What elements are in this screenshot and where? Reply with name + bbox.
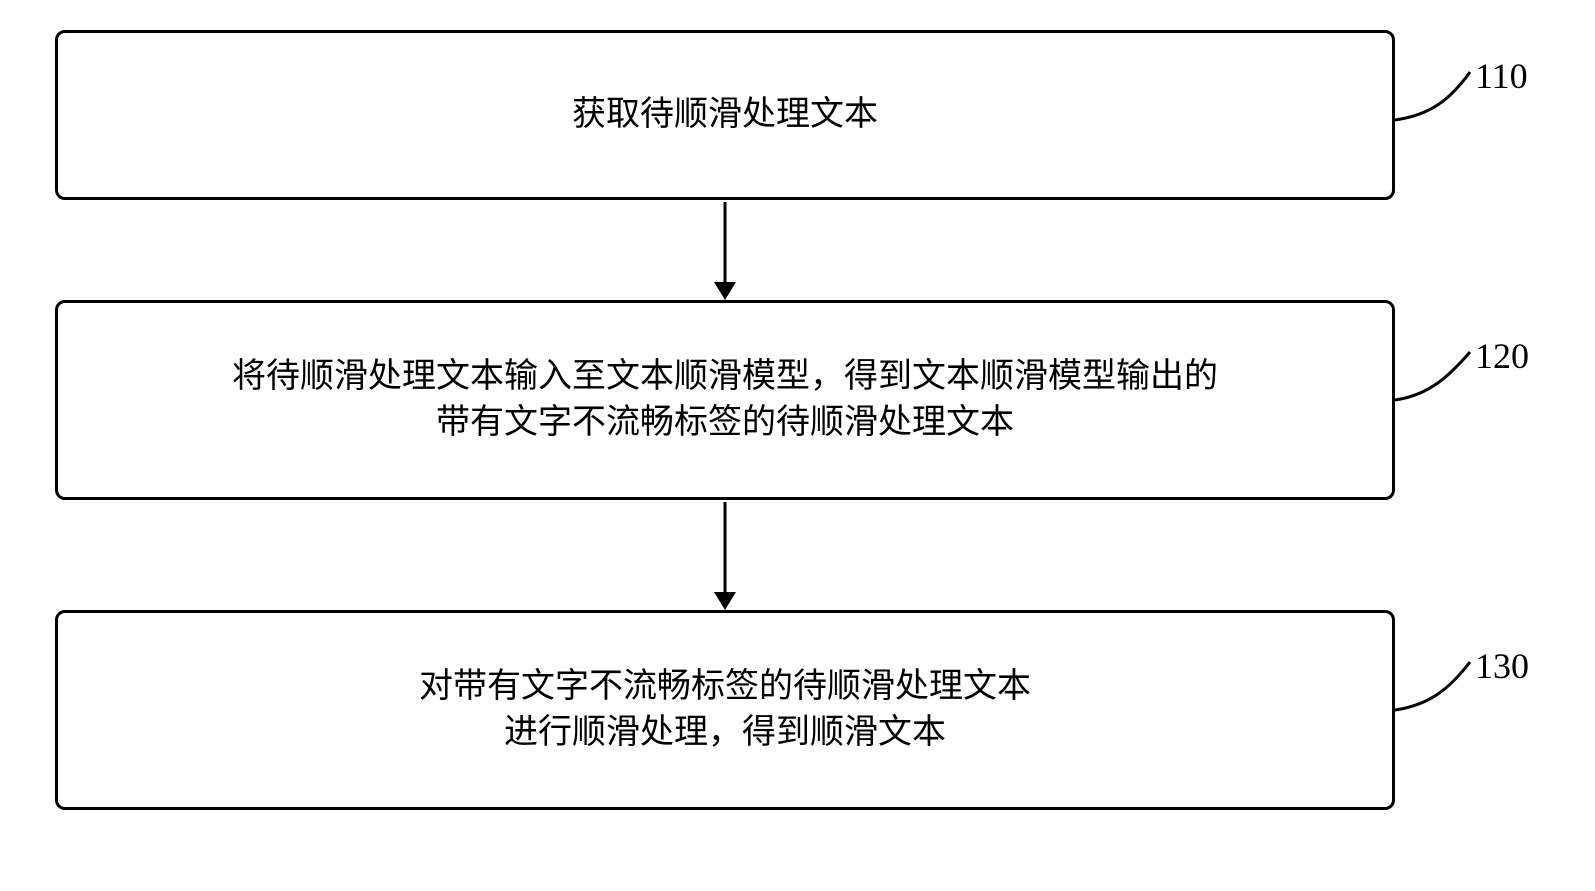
flowchart-label-110: 110 — [1475, 55, 1528, 97]
flowchart-step-130: 对带有文字不流畅标签的待顺滑处理文本 进行顺滑处理，得到顺滑文本 — [55, 610, 1395, 810]
flowchart-step-120-text: 将待顺滑处理文本输入至文本顺滑模型，得到文本顺滑模型输出的 带有文字不流畅标签的… — [232, 354, 1218, 446]
flowchart-step-110: 获取待顺滑处理文本 — [55, 30, 1395, 200]
flowchart-step-120: 将待顺滑处理文本输入至文本顺滑模型，得到文本顺滑模型输出的 带有文字不流畅标签的… — [55, 300, 1395, 500]
flowchart-step-130-text: 对带有文字不流畅标签的待顺滑处理文本 进行顺滑处理，得到顺滑文本 — [419, 664, 1031, 756]
flowchart-step-110-text: 获取待顺滑处理文本 — [572, 92, 878, 138]
flowchart-canvas: { "diagram": { "type": "flowchart", "bac… — [0, 0, 1595, 891]
flowchart-label-120: 120 — [1475, 335, 1529, 377]
flowchart-label-130: 130 — [1475, 645, 1529, 687]
